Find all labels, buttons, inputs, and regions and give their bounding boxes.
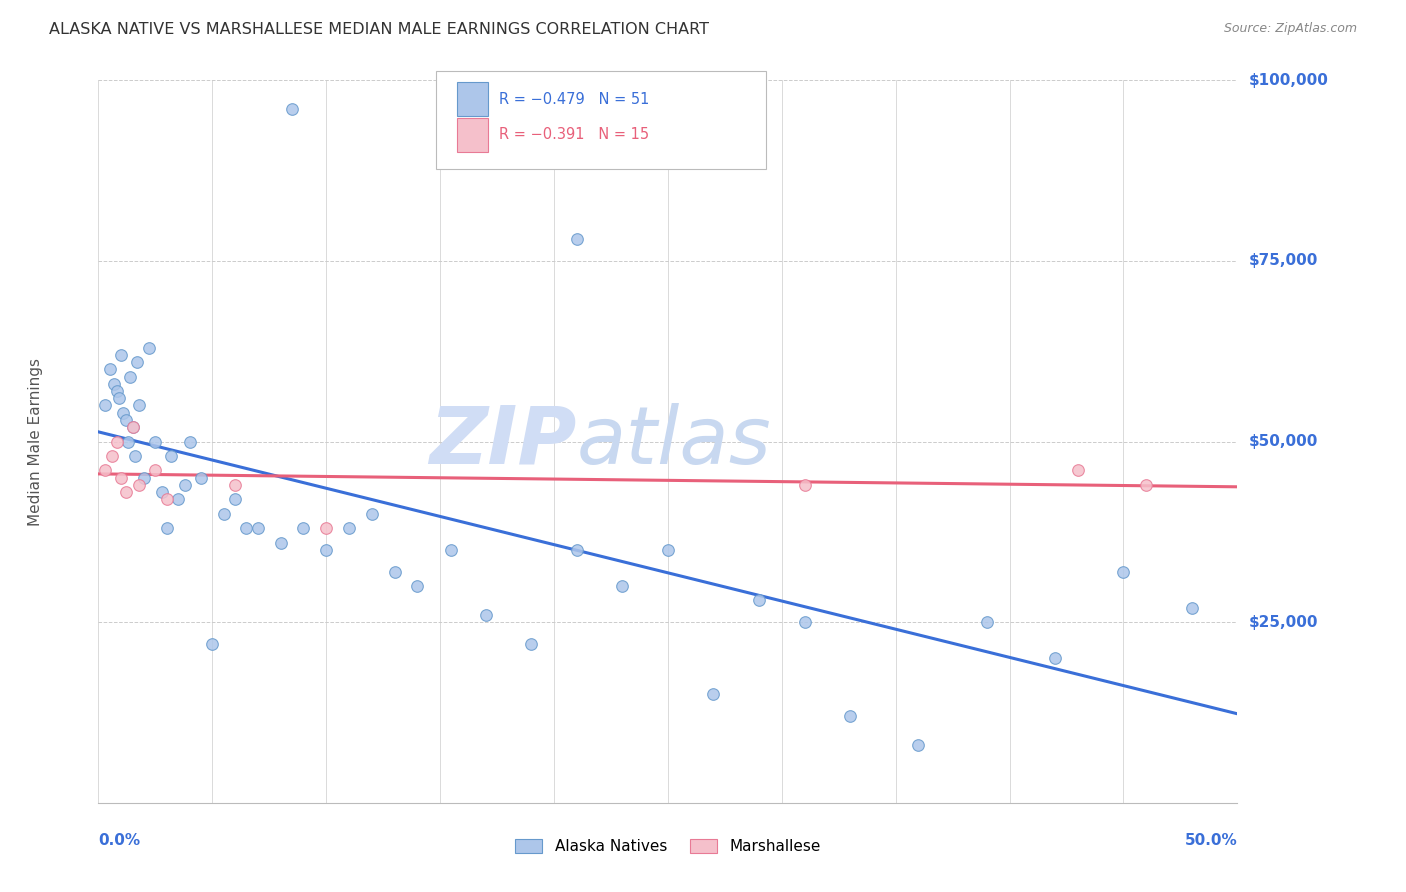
Text: ZIP: ZIP <box>429 402 576 481</box>
Point <box>105 384 128 398</box>
Point <box>224 492 246 507</box>
Text: Source: ZipAtlas.com: Source: ZipAtlas.com <box>1223 22 1357 36</box>
Point <box>224 478 246 492</box>
Point <box>98 362 121 376</box>
Text: ALASKA NATIVE VS MARSHALLESE MEDIAN MALE EARNINGS CORRELATION CHART: ALASKA NATIVE VS MARSHALLESE MEDIAN MALE… <box>49 22 709 37</box>
Point <box>179 434 201 449</box>
Point <box>612 579 634 593</box>
Point <box>976 615 998 630</box>
Point <box>114 413 136 427</box>
Point <box>121 420 143 434</box>
Point <box>156 521 179 535</box>
Point <box>105 434 128 449</box>
Point <box>150 485 173 500</box>
Point <box>793 615 815 630</box>
Text: Median Male Earnings: Median Male Earnings <box>28 358 44 525</box>
Text: $100,000: $100,000 <box>1249 73 1329 87</box>
Point <box>1135 478 1157 492</box>
Point <box>201 637 224 651</box>
Point <box>145 434 167 449</box>
Point <box>440 542 463 557</box>
Point <box>406 579 429 593</box>
Point <box>907 738 929 752</box>
Text: $50,000: $50,000 <box>1249 434 1317 449</box>
Point <box>127 355 149 369</box>
Point <box>167 492 190 507</box>
Text: R = −0.479   N = 51: R = −0.479 N = 51 <box>499 92 650 106</box>
Point <box>1181 600 1204 615</box>
Point <box>212 507 235 521</box>
Point <box>94 398 117 412</box>
Point <box>160 449 183 463</box>
Point <box>839 709 862 723</box>
Point <box>474 607 496 622</box>
Point <box>565 232 588 246</box>
Point <box>793 478 815 492</box>
Point <box>128 398 150 412</box>
Point <box>657 542 679 557</box>
Point <box>520 637 543 651</box>
Point <box>235 521 257 535</box>
Text: atlas: atlas <box>576 402 772 481</box>
Point <box>156 492 179 507</box>
Point <box>1043 651 1066 665</box>
Point <box>246 521 269 535</box>
Point <box>748 593 770 607</box>
Point <box>117 434 139 449</box>
Point <box>110 348 132 362</box>
Point <box>124 449 146 463</box>
Point <box>128 478 150 492</box>
Point <box>94 463 117 477</box>
Point <box>292 521 315 535</box>
Point <box>174 478 197 492</box>
Point <box>110 470 132 484</box>
Point <box>281 102 304 116</box>
Text: $75,000: $75,000 <box>1249 253 1317 268</box>
Point <box>270 535 292 549</box>
Point <box>384 565 406 579</box>
Point <box>112 406 135 420</box>
Text: R = −0.391   N = 15: R = −0.391 N = 15 <box>499 128 650 142</box>
Point <box>132 470 155 484</box>
Point <box>702 687 724 701</box>
Legend: Alaska Natives, Marshallese: Alaska Natives, Marshallese <box>509 833 827 860</box>
Text: 0.0%: 0.0% <box>98 833 141 848</box>
Point <box>121 420 143 434</box>
Text: $25,000: $25,000 <box>1249 615 1317 630</box>
Point <box>108 391 131 405</box>
Point <box>145 463 167 477</box>
Point <box>337 521 360 535</box>
Point <box>120 369 142 384</box>
Point <box>315 542 337 557</box>
Point <box>1067 463 1090 477</box>
Point <box>1112 565 1135 579</box>
Point <box>315 521 337 535</box>
Text: 50.0%: 50.0% <box>1184 833 1237 848</box>
Point <box>103 376 125 391</box>
Point <box>101 449 124 463</box>
Point <box>190 470 212 484</box>
Point <box>565 542 588 557</box>
Point <box>360 507 382 521</box>
Point <box>138 341 160 355</box>
Point <box>114 485 136 500</box>
